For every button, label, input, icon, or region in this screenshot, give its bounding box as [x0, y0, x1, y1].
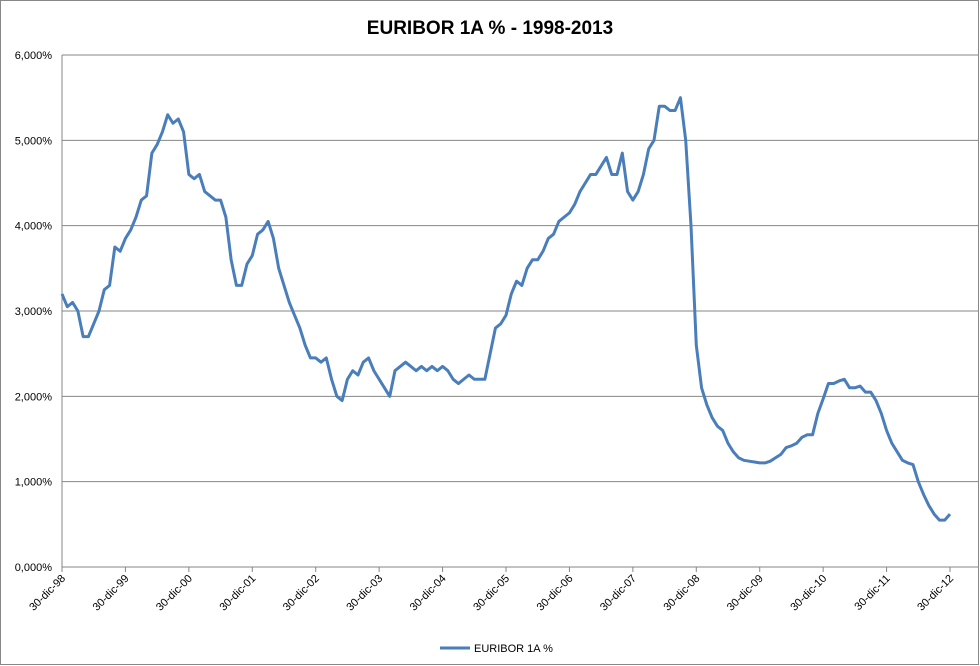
y-tick-label: 5,000% — [15, 135, 53, 147]
y-tick-label: 3,000% — [15, 306, 53, 318]
line-series — [60, 96, 952, 522]
y-tick-label: 4,000% — [15, 221, 53, 233]
y-tick-label: 6,000% — [15, 50, 53, 62]
chart-title: EURIBOR 1A % - 1998-2013 — [367, 18, 613, 39]
y-tick-label: 1,000% — [15, 477, 53, 489]
y-tick-label: 0,000% — [15, 562, 53, 574]
y-tick-label: 2,000% — [15, 391, 53, 403]
legend-label: EURIBOR 1A % — [474, 643, 553, 655]
